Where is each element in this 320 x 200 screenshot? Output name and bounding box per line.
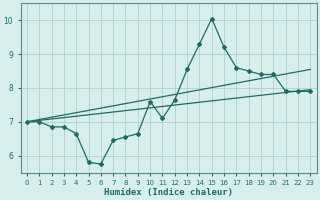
X-axis label: Humidex (Indice chaleur): Humidex (Indice chaleur) bbox=[104, 188, 233, 197]
